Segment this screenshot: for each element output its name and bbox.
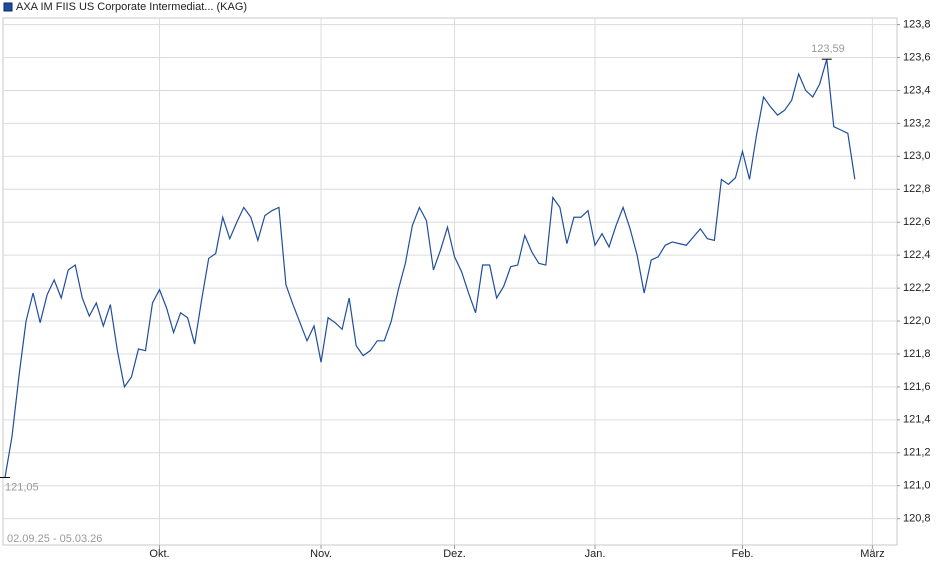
y-tick-label: 121,0 <box>903 480 931 492</box>
y-tick-label: 123,6 <box>903 51 931 63</box>
y-tick-label: 120,8 <box>903 513 931 525</box>
y-tick-label: 123,8 <box>903 18 931 30</box>
y-tick-label: 123,4 <box>903 84 931 96</box>
chart-title: AXA IM FIIS US Corporate Intermediat... … <box>16 1 247 13</box>
y-tick-label: 122,0 <box>903 315 931 327</box>
extreme-label: 123,59 <box>811 43 845 55</box>
extreme-label: 121,05 <box>5 481 39 493</box>
y-tick-label: 123,2 <box>903 117 931 129</box>
y-tick-label: 122,4 <box>903 249 931 261</box>
date-range: 02.09.25 - 05.03.26 <box>7 533 102 545</box>
x-tick-label: Okt. <box>149 548 169 560</box>
y-tick-label: 121,6 <box>903 381 931 393</box>
x-tick-label: März <box>860 548 884 560</box>
y-tick-label: 121,8 <box>903 348 931 360</box>
y-tick-label: 122,8 <box>903 183 931 195</box>
y-tick-label: 121,2 <box>903 447 931 459</box>
x-tick-label: Jan. <box>585 548 606 560</box>
x-tick-label: Dez. <box>443 548 466 560</box>
plot-frame <box>2 17 898 546</box>
y-tick-label: 121,4 <box>903 414 931 426</box>
x-tick-label: Feb. <box>731 548 753 560</box>
price-line <box>4 59 856 478</box>
y-tick-label: 122,6 <box>903 216 931 228</box>
legend-swatch <box>3 2 13 12</box>
y-tick-label: 122,2 <box>903 282 931 294</box>
x-tick-label: Nov. <box>310 548 332 560</box>
y-tick-label: 123,0 <box>903 150 931 162</box>
